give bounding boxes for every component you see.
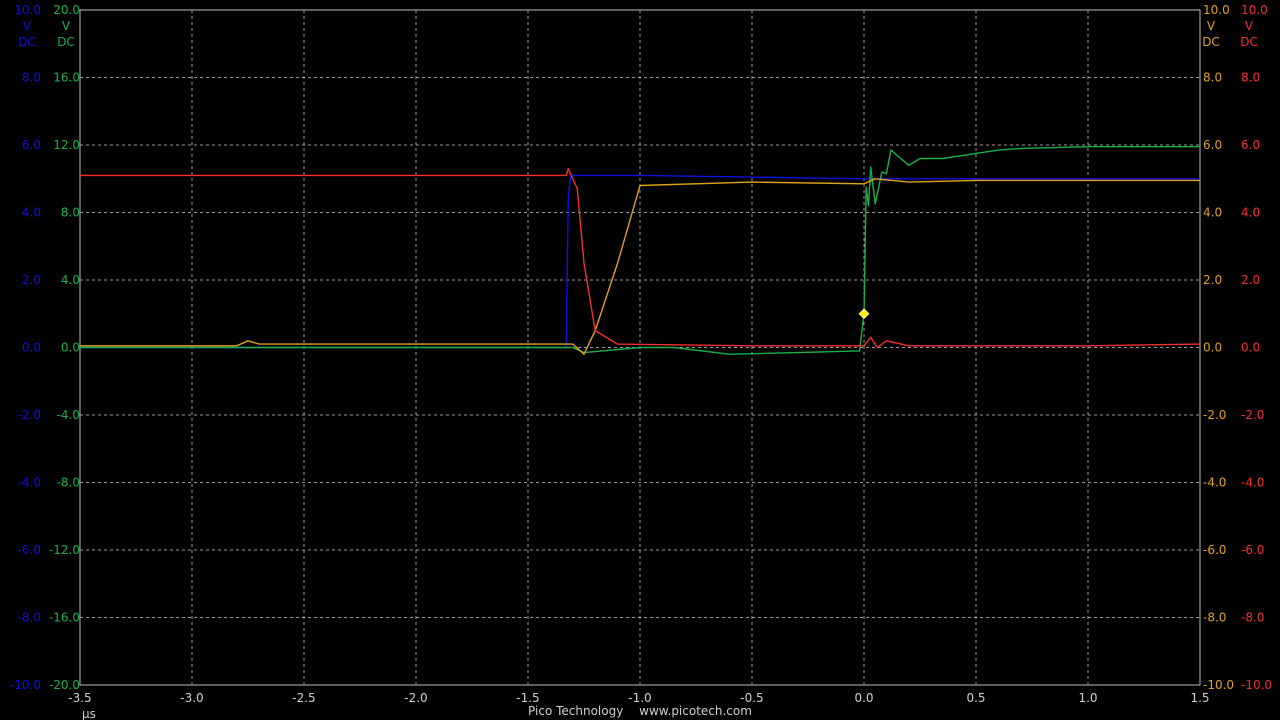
- y-tick-label-C: 0.0: [1203, 341, 1222, 355]
- x-tick-label: 0.5: [966, 691, 985, 705]
- x-tick-label: -1.0: [628, 691, 651, 705]
- x-tick-label: -2.0: [404, 691, 427, 705]
- y-tick-label-D: -6.0: [1241, 543, 1264, 557]
- y-tick-label-A: 6.0: [22, 138, 41, 152]
- y-tick-label-A: 8.0: [22, 71, 41, 85]
- y-tick-label-C: -6.0: [1203, 543, 1226, 557]
- y-tick-label-A: 0.0: [22, 341, 41, 355]
- unit-label-B: V: [62, 19, 71, 33]
- y-tick-label-D: 0.0: [1241, 341, 1260, 355]
- y-tick-label-D: 6.0: [1241, 138, 1260, 152]
- y-tick-label-D: 4.0: [1241, 206, 1260, 220]
- y-tick-label-A: 4.0: [22, 206, 41, 220]
- y-tick-label-B: -16.0: [49, 611, 80, 625]
- unit-label-D: V: [1245, 19, 1254, 33]
- y-tick-label-B: 4.0: [61, 273, 80, 287]
- trace-channel-D: [80, 167, 1201, 349]
- unit-label-A: V: [23, 19, 32, 33]
- traces: [80, 146, 1201, 355]
- y-tick-label-D: -2.0: [1241, 408, 1264, 422]
- y-tick-label-D: -8.0: [1241, 611, 1264, 625]
- x-tick-label: -0.5: [740, 691, 763, 705]
- y-tick-label-A: -6.0: [18, 543, 41, 557]
- y-tick-label-B: 8.0: [61, 206, 80, 220]
- trace-channel-A: [80, 174, 1200, 349]
- y-tick-label-D: 2.0: [1241, 273, 1260, 287]
- y-tick-label-C: 6.0: [1203, 138, 1222, 152]
- y-tick-label-B: 16.0: [53, 71, 80, 85]
- y-tick-label-D: 8.0: [1241, 71, 1260, 85]
- y-tick-label-B: -8.0: [57, 476, 80, 490]
- url-text[interactable]: www.picotech.com: [639, 704, 752, 718]
- x-tick-label: 0.0: [854, 691, 873, 705]
- trigger-marker[interactable]: [858, 308, 870, 320]
- y-tick-label-C: 2.0: [1203, 273, 1222, 287]
- y-tick-label-D: -4.0: [1241, 476, 1264, 490]
- y-tick-label-A: 10.0: [14, 3, 41, 17]
- y-tick-label-C: 4.0: [1203, 206, 1222, 220]
- x-axis-unit: µs: [82, 707, 96, 720]
- x-tick-label: -3.5: [68, 691, 91, 705]
- trigger-diamond-icon[interactable]: [858, 308, 870, 320]
- y-tick-label-B: 20.0: [53, 3, 80, 17]
- unit-label-C: V: [1207, 19, 1216, 33]
- trace-channel-C: [80, 178, 1200, 355]
- y-tick-label-A: -10.0: [10, 678, 41, 692]
- y-tick-label-C: 10.0: [1203, 3, 1230, 17]
- y-tick-label-C: -2.0: [1203, 408, 1226, 422]
- y-tick-label-D: -10.0: [1241, 678, 1272, 692]
- y-tick-label-B: 0.0: [61, 341, 80, 355]
- y-tick-label-C: -10.0: [1203, 678, 1234, 692]
- y-tick-label-C: -8.0: [1203, 611, 1226, 625]
- x-tick-label: -1.5: [516, 691, 539, 705]
- footer: Pico Technology www.picotech.com: [0, 704, 1280, 718]
- y-tick-label-C: 8.0: [1203, 71, 1222, 85]
- x-tick-label: 1.0: [1078, 691, 1097, 705]
- axis-labels: -3.5 -3.0 -2.5 -2.0 -1.5 -1.0 -0.5 0.0 0.5 1.0 1.5…: [10, 3, 1272, 720]
- x-tick-label: -2.5: [292, 691, 315, 705]
- coupling-label-D: DC: [1240, 35, 1258, 49]
- coupling-label-A: DC: [18, 35, 36, 49]
- y-tick-label-A: -4.0: [18, 476, 41, 490]
- y-tick-label-B: 12.0: [53, 138, 80, 152]
- y-tick-label-B: -20.0: [49, 678, 80, 692]
- y-tick-label-A: -8.0: [18, 611, 41, 625]
- coupling-label-B: DC: [57, 35, 75, 49]
- y-tick-label-C: -4.0: [1203, 476, 1226, 490]
- x-tick-label: -3.0: [180, 691, 203, 705]
- y-tick-label-B: -12.0: [49, 543, 80, 557]
- coupling-label-C: DC: [1202, 35, 1220, 49]
- brand-text: Pico Technology: [528, 704, 624, 718]
- y-tick-label-D: 10.0: [1241, 3, 1268, 17]
- y-tick-label-B: -4.0: [57, 408, 80, 422]
- x-tick-label: 1.5: [1190, 691, 1209, 705]
- y-tick-label-A: -2.0: [18, 408, 41, 422]
- trace-channel-B: [80, 146, 1200, 355]
- y-tick-label-A: 2.0: [22, 273, 41, 287]
